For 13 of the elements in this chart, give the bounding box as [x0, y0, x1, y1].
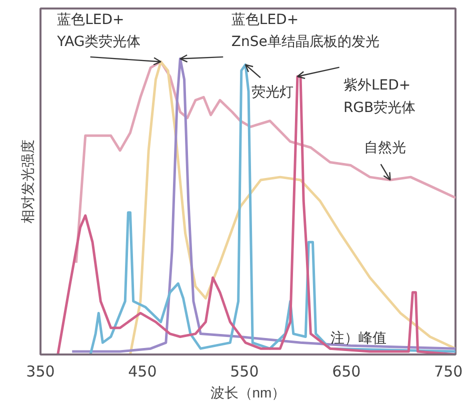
x-tick-label: 450	[128, 362, 157, 380]
series-label: 蓝色LED+ YAG类荧光体	[56, 12, 141, 50]
series-label: 自然光	[364, 140, 406, 156]
x-tick-label: 350	[26, 362, 55, 380]
x-tick-label: 550	[230, 362, 259, 380]
x-axis-title: 波长（nm）	[210, 384, 286, 400]
x-tick-label: 750	[434, 362, 463, 380]
series-label: 荧光灯	[251, 84, 294, 101]
text: 蓝色LED+ ZnSe单结晶底板的发光	[231, 12, 380, 50]
x-tick-label: 650	[332, 362, 361, 380]
text: 紫外LED+ RGB荧光体	[343, 78, 416, 116]
y-axis-title: 相对发光强度	[20, 140, 36, 224]
annotation: 注）峰值	[330, 330, 386, 346]
